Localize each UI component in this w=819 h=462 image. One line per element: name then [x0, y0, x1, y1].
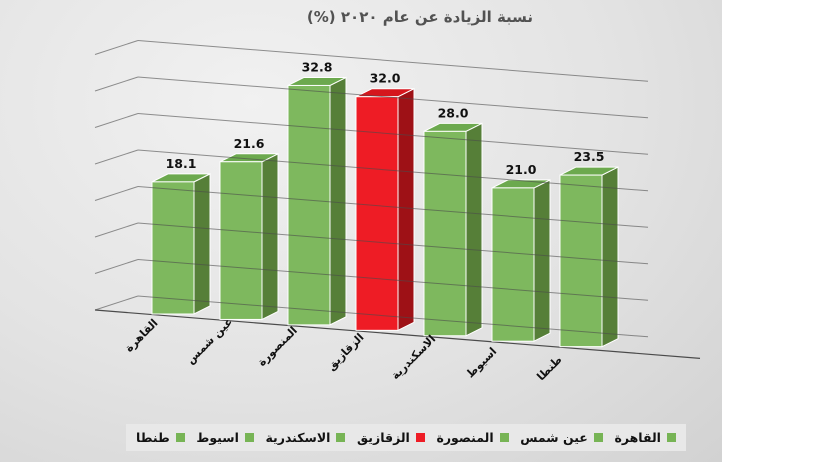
category-label: عين شمس — [184, 315, 235, 366]
bar-7[interactable] — [559, 166, 619, 348]
legend-label: عين شمس — [520, 430, 588, 445]
category-label: القاهرة — [122, 316, 160, 354]
legend-swatch-icon — [666, 433, 676, 442]
gridline-side — [94, 113, 139, 128]
legend-item-2[interactable]: اسيوط — [196, 430, 254, 445]
legend-swatch-icon — [244, 433, 254, 442]
gridline-side — [94, 186, 139, 201]
bar-3[interactable] — [287, 76, 347, 326]
bar-4[interactable] — [355, 87, 415, 332]
gridline — [137, 186, 649, 228]
bar-value-label: 23.5 — [574, 149, 605, 164]
legend-label: المنصورة — [436, 430, 494, 445]
bar-5[interactable] — [423, 122, 483, 337]
gridline-side — [94, 259, 139, 274]
gridline — [137, 40, 649, 82]
bar-value-label: 18.1 — [166, 156, 197, 171]
legend-swatch-icon — [593, 433, 603, 442]
gridline — [137, 149, 649, 192]
gridline-side — [94, 76, 139, 92]
bar-value-label: 21.6 — [234, 136, 265, 151]
bar-chart-plot-area: 18.1 21.6 32.8 32.0 28.0 21.0 23.5 القاهرة عين ش… — [94, 40, 701, 383]
bar-value-label: 32.8 — [302, 59, 333, 74]
legend-label: الاسكندرية — [265, 430, 331, 445]
category-label: طنطا — [534, 353, 564, 383]
gridline — [137, 76, 649, 119]
bar-value-label: 21.0 — [506, 162, 537, 177]
legend-item-6[interactable]: عين شمس — [520, 430, 603, 445]
category-label: اسيوط — [464, 345, 500, 381]
bar-value-label: 28.0 — [438, 105, 469, 120]
legend-swatch-icon — [499, 433, 509, 442]
gridline — [137, 222, 649, 265]
legend-swatch-icon — [336, 433, 346, 442]
category-label: المنصورة — [255, 324, 300, 369]
legend-item-7[interactable]: القاهرة — [614, 430, 676, 445]
gridline-side — [94, 40, 139, 55]
legend-item-4[interactable]: الزقازيق — [357, 430, 425, 445]
legend-label: طنطا — [136, 430, 170, 445]
chart-legend: طنطا اسيوط الاسكندرية الزقازيق المنصورة عين ش… — [126, 424, 686, 451]
legend-label: القاهرة — [614, 430, 661, 445]
gridline — [137, 295, 649, 338]
gridline-side — [94, 222, 139, 238]
gridline — [137, 259, 649, 301]
category-label: الزقازيق — [324, 331, 366, 373]
bar-1[interactable] — [151, 173, 211, 315]
legend-label: اسيوط — [196, 430, 239, 445]
gridline-side — [94, 295, 139, 311]
legend-swatch-icon — [415, 433, 425, 442]
legend-swatch-icon — [175, 433, 185, 442]
bar-value-label: 32.0 — [370, 71, 401, 86]
chart-title: نسبة الزيادة عن عام ٢٠٢٠ (%) — [306, 8, 534, 26]
legend-item-3[interactable]: الاسكندرية — [265, 430, 346, 445]
bar-2[interactable] — [219, 152, 279, 321]
legend-item-5[interactable]: المنصورة — [436, 430, 509, 445]
bar-6[interactable] — [491, 179, 551, 343]
floor-front-edge — [94, 309, 701, 359]
category-label: الاسكندرية — [389, 332, 439, 382]
gridline — [137, 113, 649, 155]
gridline-side — [94, 149, 139, 165]
legend-item-1[interactable]: طنطا — [136, 430, 185, 445]
legend-label: الزقازيق — [357, 430, 410, 445]
